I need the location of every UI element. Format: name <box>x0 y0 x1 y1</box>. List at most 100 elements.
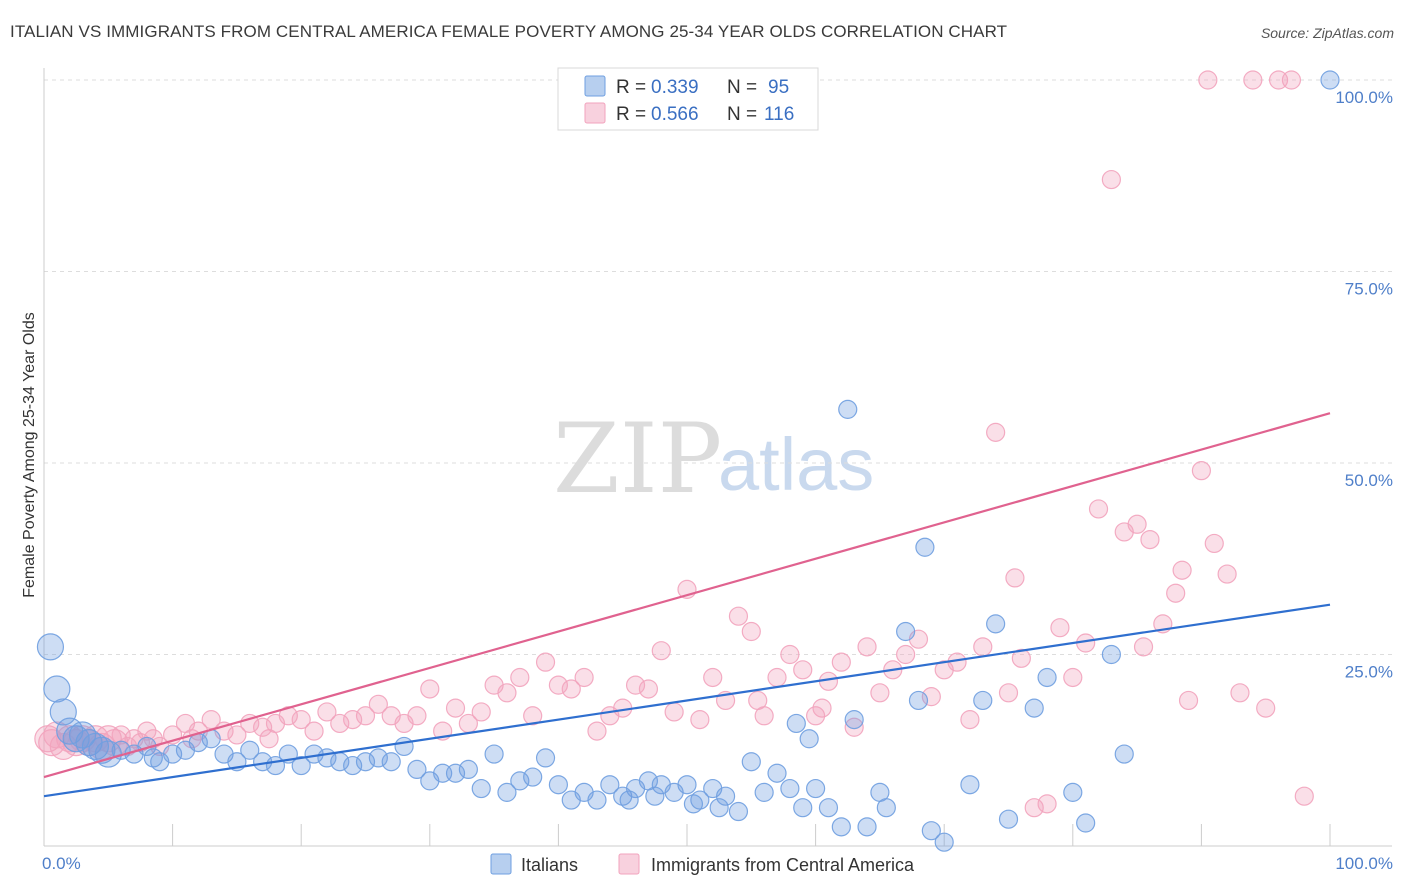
central-america-point-54 <box>587 721 607 741</box>
italians-point-43 <box>523 767 543 787</box>
legend-n-value-italians: 95 <box>768 77 789 98</box>
central-america-point-100 <box>1140 529 1160 550</box>
legend-n-value-central-america: 116 <box>764 104 794 125</box>
central-america-point-114 <box>1268 70 1289 90</box>
italians-point-61 <box>754 782 774 802</box>
italians-point-29 <box>343 755 363 776</box>
central-america-point-30 <box>278 706 298 726</box>
italians-point-0 <box>36 633 65 661</box>
central-america-point-91 <box>1024 798 1044 818</box>
italians-point-76 <box>908 690 929 711</box>
central-america-point-97 <box>1101 169 1121 190</box>
italians-point-81 <box>973 690 993 711</box>
italians-point-30 <box>355 752 376 772</box>
watermark-atlas: atlas <box>718 423 874 506</box>
central-america-point-86 <box>973 637 993 657</box>
italians-point-68 <box>818 798 839 818</box>
italians-point-77 <box>915 537 935 557</box>
italians-point-93 <box>683 794 704 814</box>
central-america-point-33 <box>317 702 337 722</box>
y-tick-label-1: 50.0% <box>1345 471 1393 490</box>
italians-point-32 <box>381 752 401 772</box>
italians-point-1 <box>43 675 71 703</box>
central-america-point-58 <box>638 679 659 699</box>
italians-point-65 <box>793 798 813 818</box>
italians-point-59 <box>728 801 749 822</box>
bottom-legend-label-central-america: Immigrants from Central America <box>651 855 915 875</box>
central-america-point-59 <box>651 641 671 661</box>
italians-point-69 <box>831 817 851 837</box>
central-america-point-105 <box>1204 533 1224 554</box>
central-america-point-104 <box>1191 461 1212 481</box>
bottom-legend-label-italians: Italians <box>521 855 578 875</box>
central-america-trend-line <box>43 412 1331 779</box>
italians-point-83 <box>998 809 1019 829</box>
italians-point-21 <box>240 740 260 760</box>
central-america-point-53 <box>574 667 594 688</box>
central-america-point-113 <box>1243 70 1263 90</box>
legend: R = 0.339 N = 95 R = 0.566 N = 116 <box>557 67 819 131</box>
central-america-point-35 <box>343 710 363 730</box>
central-america-point-102 <box>1166 583 1186 603</box>
central-america-point-45 <box>471 702 491 722</box>
italians-point-94 <box>709 798 729 818</box>
central-america-point-48 <box>510 667 530 688</box>
central-america-point-32 <box>304 721 324 741</box>
central-america-point-75 <box>831 652 851 672</box>
y-tick-label-3: 100.0% <box>1335 88 1393 107</box>
italians-point-72 <box>857 817 877 837</box>
central-america-point-115 <box>1172 560 1192 580</box>
x-tick-label-0: 0.0% <box>42 854 81 873</box>
central-america-point-77 <box>857 637 877 657</box>
central-america-point-34 <box>330 713 350 734</box>
central-america-point-110 <box>1294 786 1314 806</box>
italians-point-88 <box>1101 644 1121 665</box>
trend-lines <box>43 412 1331 798</box>
italians-point-87 <box>1076 813 1096 833</box>
grid-lines <box>44 79 1392 655</box>
central-america-point-69 <box>767 667 787 688</box>
x-tick-label-1: 100.0% <box>1335 854 1393 873</box>
central-america-point-111 <box>1198 70 1218 90</box>
italians-point-31 <box>368 748 388 768</box>
italians-point-62 <box>767 763 787 783</box>
italians-point-33 <box>394 736 414 757</box>
central-america-point-31 <box>291 710 311 730</box>
central-america-point-27 <box>253 717 273 737</box>
axes <box>43 68 1392 847</box>
y-tick-labels: 25.0% 50.0% 75.0% 100.0% <box>1335 88 1393 682</box>
italians-point-55 <box>677 775 697 795</box>
central-america-point-37 <box>368 694 388 714</box>
legend-n-label-italians: N = <box>727 77 757 98</box>
y-tick-label-0: 25.0% <box>1345 663 1393 682</box>
central-america-point-88 <box>998 683 1019 703</box>
central-america-point-73 <box>812 698 832 718</box>
italians-point-86 <box>1063 782 1083 802</box>
italians-point-60 <box>741 752 761 772</box>
central-america-point-49 <box>523 706 543 726</box>
italians-point-48 <box>587 790 607 810</box>
italians-point-49 <box>600 775 620 795</box>
central-america-point-87 <box>986 422 1006 442</box>
italians-point-25 <box>291 755 311 776</box>
italians-point-90 <box>1320 70 1340 90</box>
central-america-point-23 <box>201 710 221 730</box>
bottom-legend: Italians Immigrants from Central America <box>490 853 915 875</box>
italians-point-91 <box>619 790 639 810</box>
italians-point-39 <box>471 778 491 799</box>
central-america-point-70 <box>780 644 800 665</box>
central-america-points <box>34 70 1314 818</box>
legend-r-value-italians: 0.339 <box>651 77 699 98</box>
central-america-point-112 <box>1133 637 1154 657</box>
italians-point-75 <box>896 621 916 642</box>
italians-trend-line <box>43 603 1331 798</box>
central-america-point-78 <box>870 683 890 703</box>
central-america-point-40 <box>407 706 427 726</box>
central-america-point-63 <box>703 667 723 688</box>
italians-point-85 <box>1037 667 1057 688</box>
central-america-point-60 <box>664 702 684 722</box>
y-axis-label: Female Poverty Among 25-34 Year Olds <box>21 312 38 598</box>
chart-title: ITALIAN VS IMMIGRANTS FROM CENTRAL AMERI… <box>10 22 1008 41</box>
italians-point-70 <box>838 399 858 419</box>
central-america-point-94 <box>1063 667 1083 688</box>
